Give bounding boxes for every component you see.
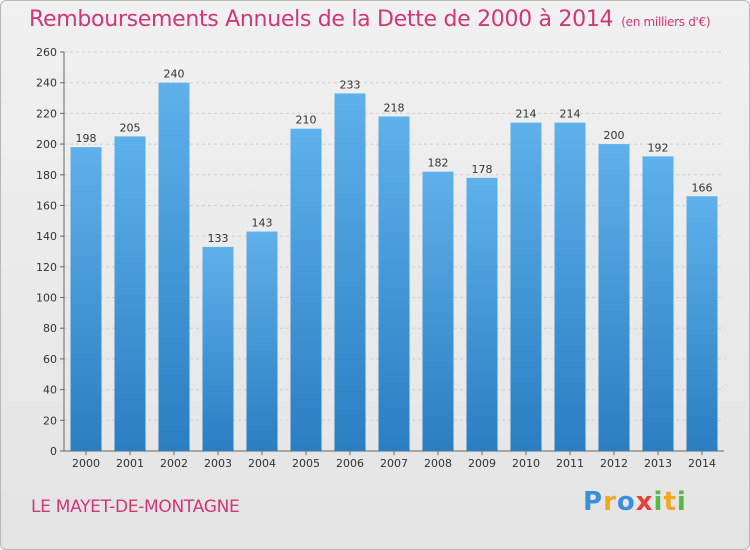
logo-letter: i [653,487,664,517]
x-tick-label: 2004 [248,457,276,470]
chart-title: Remboursements Annuels de la Dette de 20… [29,7,711,32]
x-tick-label: 2005 [292,457,320,470]
y-tick-label: 80 [43,322,57,335]
logo-letter: i [676,487,687,517]
y-tick-label: 240 [36,77,57,90]
y-tick-label: 200 [36,138,57,151]
data-label: 182 [428,157,449,170]
data-label: 210 [296,114,317,127]
y-tick-label: 20 [43,414,57,427]
logo-letter: t [663,487,677,517]
bar [510,122,542,451]
y-tick-label: 180 [36,169,57,182]
bar [378,116,410,451]
x-tick-label: 2014 [688,457,716,470]
data-label: 214 [560,108,581,121]
x-tick-label: 2013 [644,457,672,470]
bar [642,156,674,451]
bar [158,82,190,451]
data-label: 166 [692,181,713,194]
chart-title-text: Remboursements Annuels de la Dette de 20… [29,7,614,32]
logo-letter: P [583,487,604,517]
bar [334,93,366,451]
y-tick-label: 220 [36,107,57,120]
data-label: 178 [472,163,493,176]
data-label: 133 [208,232,229,245]
x-tick-label: 2003 [204,457,232,470]
x-tick-label: 2009 [468,457,496,470]
y-tick-label: 140 [36,230,57,243]
data-label: 198 [76,132,97,145]
bar [290,128,322,451]
x-tick-label: 2011 [556,457,584,470]
y-tick-label: 260 [36,46,57,59]
bar [422,171,454,451]
logo-letter: x [635,487,654,517]
x-tick-label: 2006 [336,457,364,470]
data-label: 233 [340,78,361,91]
bar [246,231,278,451]
data-label: 200 [604,129,625,142]
proxiti-logo: Proxiti [583,487,687,517]
bar [466,177,498,452]
y-tick-label: 60 [43,353,57,366]
x-tick-label: 2002 [160,457,188,470]
bar [554,122,586,451]
bar [598,144,630,452]
x-tick-label: 2007 [380,457,408,470]
bar [114,136,146,451]
x-tick-label: 2008 [424,457,452,470]
bar [202,246,234,451]
city-name: LE MAYET-DE-MONTAGNE [31,497,240,517]
y-tick-label: 160 [36,199,57,212]
chart-subtitle: (en milliers d'€) [621,15,711,29]
bar [70,147,102,451]
x-tick-label: 2012 [600,457,628,470]
data-label: 143 [252,217,273,230]
data-label: 240 [164,68,185,81]
logo-letter: r [603,487,617,517]
y-tick-label: 40 [43,384,57,397]
x-tick-label: 2010 [512,457,540,470]
bar [686,196,718,451]
logo-letter: o [616,487,636,517]
data-label: 218 [384,101,405,114]
y-tick-label: 100 [36,292,57,305]
data-label: 192 [648,141,669,154]
y-tick-label: 0 [50,445,57,458]
x-tick-label: 2001 [116,457,144,470]
data-label: 214 [516,108,537,121]
data-label: 205 [120,121,141,134]
y-tick-label: 120 [36,261,57,274]
x-tick-label: 2000 [72,457,100,470]
